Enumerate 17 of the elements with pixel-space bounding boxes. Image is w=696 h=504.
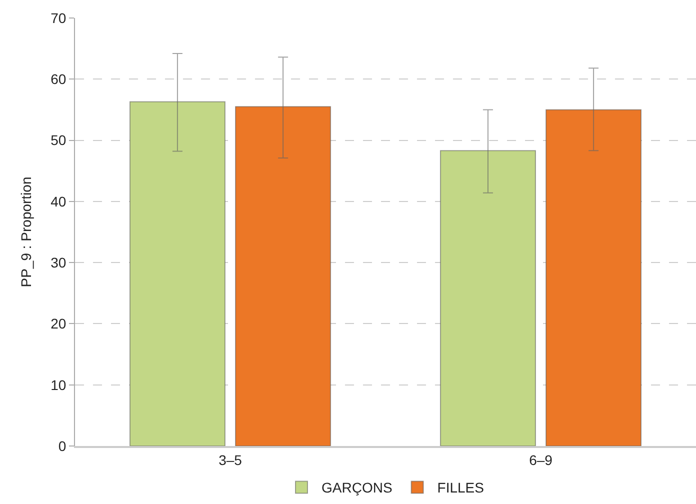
y-tick-label: 30 xyxy=(50,254,66,270)
y-tick-label: 50 xyxy=(50,132,66,148)
y-tick-label: 60 xyxy=(50,71,66,88)
y-tick-label: 10 xyxy=(50,376,66,393)
y-tick-label: 70 xyxy=(50,10,66,26)
x-tick-label: 3–5 xyxy=(218,452,242,468)
y-tick-label: 20 xyxy=(50,316,66,332)
bar xyxy=(235,106,332,446)
legend-label: FILLES xyxy=(437,480,484,496)
y-axis-title: PP_9 : Proportion xyxy=(18,176,34,288)
y-tick-label: 40 xyxy=(50,193,66,210)
x-tick-label: 6–9 xyxy=(529,452,553,468)
bar xyxy=(440,150,536,446)
bar xyxy=(129,101,226,446)
legend-label: GARÇONS xyxy=(322,480,392,496)
y-tick-label: 0 xyxy=(58,438,66,454)
bar xyxy=(546,109,642,446)
